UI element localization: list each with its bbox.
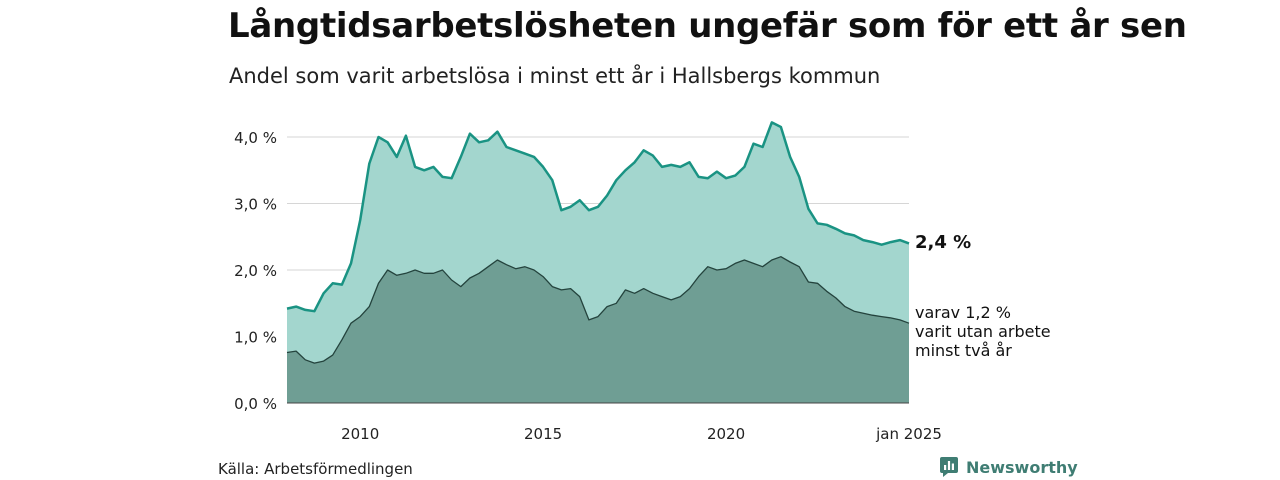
y-tick-label: 2,0 % [234, 262, 277, 280]
x-tick-label: jan 2025 [875, 425, 942, 443]
x-tick-label: 2010 [341, 425, 379, 443]
chart-subtitle: Andel som varit arbetslösa i minst ett å… [229, 64, 881, 88]
y-tick-label: 4,0 % [234, 129, 277, 147]
y-tick-label: 1,0 % [234, 329, 277, 347]
newsworthy-logo-icon [940, 457, 958, 477]
line-total-unemployed [286, 121, 910, 313]
chart-title: Långtidsarbetslösheten ungefär som för e… [228, 6, 1187, 46]
x-tick-label: 2015 [524, 425, 562, 443]
x-axis-ticks: 2010 2015 2020 jan 2025 [341, 425, 942, 443]
annotation-long-term-line: varav 1,2 % [915, 303, 1011, 322]
area-long-term-unemployed [287, 256, 909, 403]
newsworthy-logo: Newsworthy [939, 456, 1078, 478]
y-axis-ticks: 0,0 % 1,0 % 2,0 % 3,0 % 4,0 % [234, 129, 277, 413]
y-tick-label: 0,0 % [234, 395, 277, 413]
brand-name: Newsworthy [966, 457, 1078, 477]
annotation-long-term-line: minst två år [915, 341, 1012, 360]
annotation-last-value: 2,4 % [915, 232, 971, 253]
area-chart: 0,0 % 1,0 % 2,0 % 3,0 % 4,0 % 2010 2015 2020 ja… [234, 121, 1051, 443]
annotation-long-term-line: varit utan arbete [915, 322, 1051, 341]
y-tick-label: 3,0 % [234, 196, 277, 214]
line-long-term-unemployed [286, 256, 910, 364]
x-tick-label: 2020 [707, 425, 745, 443]
source-note: Källa: Arbetsförmedlingen [218, 460, 413, 478]
